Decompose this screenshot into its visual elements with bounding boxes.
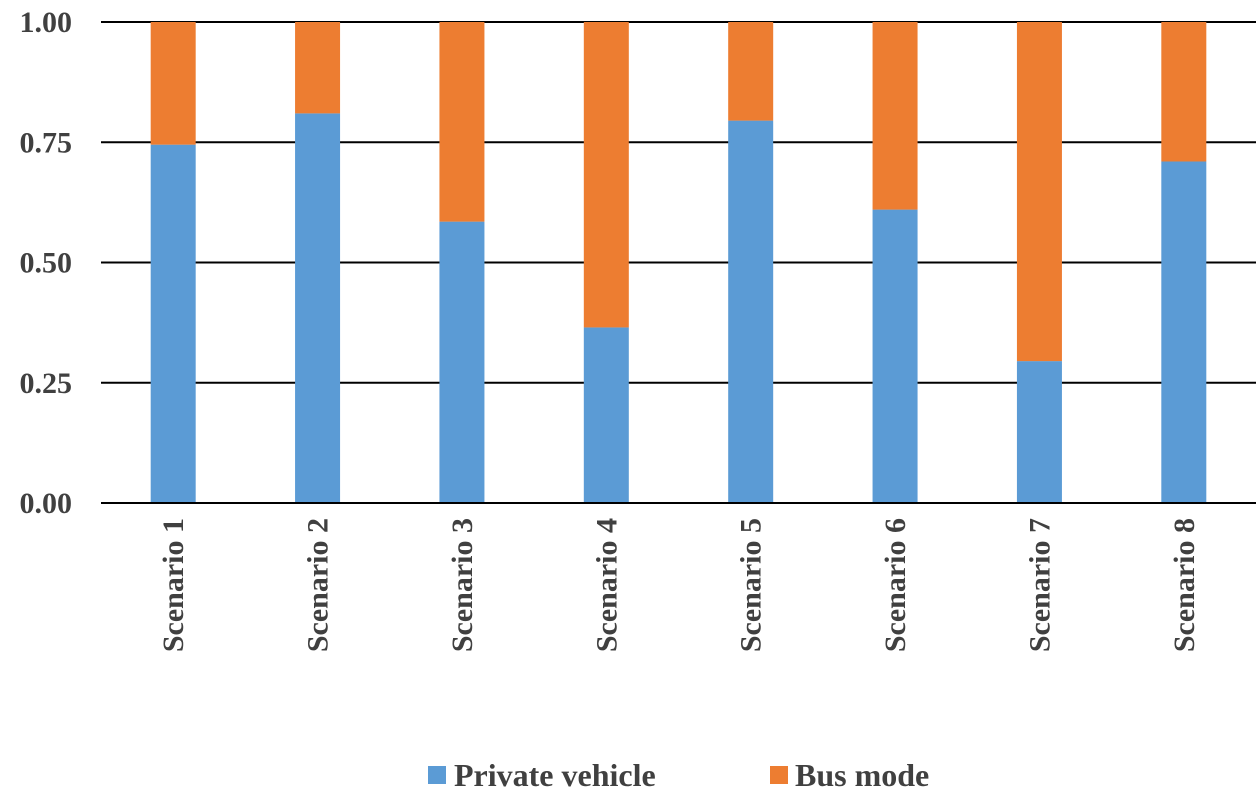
bar-private-vehicle-7 xyxy=(1016,361,1062,503)
bar-bus-mode-2 xyxy=(295,22,341,114)
bar-bus-mode-4 xyxy=(583,22,629,328)
bar-bus-mode-6 xyxy=(872,22,918,210)
x-category-label: Scenario 3 xyxy=(446,518,479,652)
y-tick-label: 0.00 xyxy=(20,487,73,520)
bar-private-vehicle-2 xyxy=(295,113,341,503)
bar-bus-mode-8 xyxy=(1161,22,1207,162)
bar-private-vehicle-4 xyxy=(583,327,629,503)
bar-private-vehicle-3 xyxy=(439,221,485,504)
x-category-label: Scenario 4 xyxy=(590,518,623,652)
legend-label-private-vehicle: Private vehicle xyxy=(454,757,656,791)
y-tick-label: 0.50 xyxy=(20,247,73,280)
bar-bus-mode-3 xyxy=(439,22,485,222)
x-category-label: Scenario 5 xyxy=(735,518,768,652)
x-category-label: Scenario 2 xyxy=(302,518,335,652)
gridlines xyxy=(101,21,1256,504)
bar-private-vehicle-5 xyxy=(728,120,774,503)
bar-bus-mode-1 xyxy=(150,22,196,145)
y-tick-label: 0.25 xyxy=(20,367,73,400)
y-tick-label: 0.75 xyxy=(20,126,73,159)
bar-bus-mode-5 xyxy=(728,22,774,121)
x-category-label: Scenario 8 xyxy=(1168,518,1201,652)
y-tick-label: 1.00 xyxy=(20,6,73,39)
x-axis-category-labels: Scenario 1 Scenario 2 Scenario 3 Scenario 4… xyxy=(157,518,1201,652)
legend-label-bus-mode: Bus mode xyxy=(795,757,929,791)
legend: Private vehicle Bus mode xyxy=(428,757,929,791)
legend-swatch-private-vehicle xyxy=(428,766,446,784)
bar-private-vehicle-8 xyxy=(1161,161,1207,504)
x-category-label: Scenario 6 xyxy=(879,518,912,652)
legend-swatch-bus-mode xyxy=(770,766,788,784)
x-category-label: Scenario 1 xyxy=(157,518,190,652)
bar-private-vehicle-6 xyxy=(872,209,918,503)
x-category-label: Scenario 7 xyxy=(1023,518,1056,652)
bar-private-vehicle-1 xyxy=(150,144,196,503)
bars xyxy=(101,22,1256,504)
y-axis-tick-labels: 0.00 0.25 0.50 0.75 1.00 xyxy=(20,6,73,520)
bar-bus-mode-7 xyxy=(1016,22,1062,362)
